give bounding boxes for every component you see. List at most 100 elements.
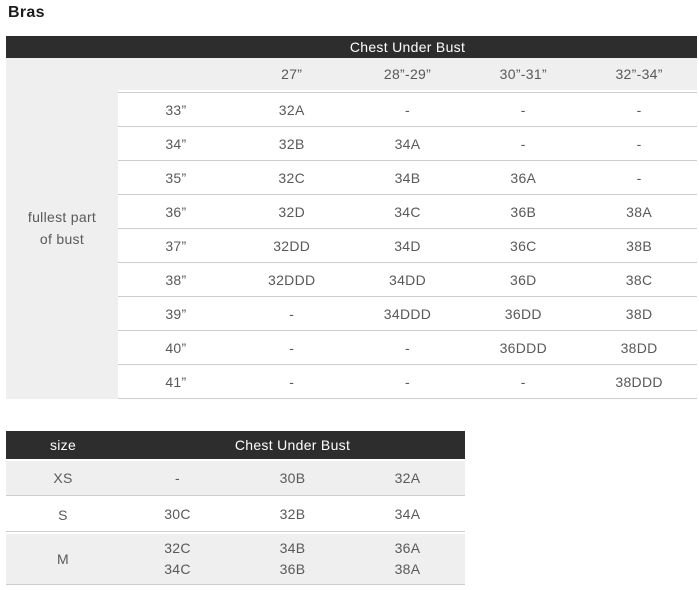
letter-size-table: size Chest Under Bust XS - 30B 32A S 30C… bbox=[6, 431, 465, 585]
column-header: 32”-34” bbox=[615, 66, 663, 82]
size-header-label: size bbox=[49, 437, 77, 453]
size-cell: 34A bbox=[394, 135, 421, 152]
size-cell: 36A bbox=[510, 169, 537, 186]
size-value: 36B bbox=[279, 561, 306, 577]
size-value: 30B bbox=[279, 469, 306, 486]
size-value: 34A bbox=[394, 506, 421, 522]
column-header: 30”-31” bbox=[499, 66, 547, 82]
size-value: 36A bbox=[394, 540, 421, 556]
table2-header-bar: size Chest Under Bust bbox=[6, 431, 465, 459]
size-cell: 32DDD bbox=[267, 271, 316, 288]
bust-measurement-cell: 38” bbox=[165, 271, 187, 288]
size-cell: 32D bbox=[278, 203, 305, 220]
table1-header-bar: Chest Under Bust bbox=[6, 36, 697, 58]
size-cell: 34D bbox=[394, 237, 421, 254]
size-cell: 34A bbox=[350, 498, 465, 531]
size-cell: 32A bbox=[278, 101, 305, 118]
size-cell: 36DD bbox=[504, 305, 542, 322]
table-row: 36” 32D 34C 36B 38A bbox=[118, 195, 697, 229]
size-cell: 34DDD bbox=[383, 305, 432, 322]
size-value: 34C bbox=[164, 561, 191, 577]
column-header: 28”-29” bbox=[383, 66, 432, 82]
side-panel-fullest-part-of-bust: fullest part of bust bbox=[6, 58, 118, 399]
size-cell: - bbox=[120, 461, 235, 495]
size-cell: - bbox=[520, 135, 526, 152]
table-row: 37” 32DD 34D 36C 38B bbox=[118, 229, 697, 263]
column-header-row: 27” 28”-29” 30”-31” 32”-34” bbox=[118, 58, 697, 90]
table-row: 41” - - - 38DDD bbox=[118, 365, 697, 399]
size-cell: 38A bbox=[626, 203, 652, 220]
size-cell: - bbox=[636, 101, 642, 118]
size-cell: - bbox=[636, 169, 642, 186]
size-value: 32C bbox=[164, 540, 191, 556]
table-row: M 32C 34C 34B 36B 36A 38A bbox=[6, 534, 465, 585]
size-label-cell: XS bbox=[53, 470, 73, 486]
page-title: Bras bbox=[8, 4, 45, 21]
size-cell: 36C bbox=[509, 237, 537, 254]
table1-grid: 27” 28”-29” 30”-31” 32”-34” 33” 32A - - … bbox=[118, 58, 697, 399]
table-row: S 30C 32B 34A bbox=[6, 498, 465, 532]
size-cell: 32DD bbox=[273, 237, 311, 254]
size-cell: - bbox=[289, 373, 295, 390]
side-label-line1: fullest part bbox=[27, 208, 97, 225]
size-cell: 36DDD bbox=[499, 339, 547, 356]
bust-measurement-cell: 41” bbox=[165, 373, 187, 390]
size-cell: 34B 36B bbox=[235, 534, 350, 584]
size-value: 30C bbox=[164, 506, 191, 522]
size-cell: 34C bbox=[394, 203, 421, 220]
size-value: 32A bbox=[394, 469, 421, 486]
size-label-cell: M bbox=[57, 551, 69, 567]
side-label-line2: of bust bbox=[39, 230, 85, 247]
size-cell: - bbox=[289, 339, 295, 356]
size-cell: 34B bbox=[394, 169, 421, 186]
table-row: XS - 30B 32A bbox=[6, 461, 465, 496]
table1-header-label: Chest Under Bust bbox=[349, 39, 466, 55]
bust-measurement-cell: 34” bbox=[165, 135, 187, 152]
size-cell: 38C bbox=[625, 271, 653, 288]
table-row: 39” - 34DDD 36DD 38D bbox=[118, 297, 697, 331]
size-cell: 34DD bbox=[388, 271, 426, 288]
column-header: 27” bbox=[281, 66, 303, 82]
size-cell: - bbox=[636, 135, 642, 152]
size-cell: 32B bbox=[235, 498, 350, 531]
size-cell: - bbox=[520, 101, 526, 118]
size-cell: 32A bbox=[350, 461, 465, 495]
size-cell: 38B bbox=[626, 237, 652, 254]
size-cell: 36B bbox=[510, 203, 537, 220]
bra-fit-table: Chest Under Bust fullest part of bust 27… bbox=[6, 36, 697, 399]
size-cell: 38DD bbox=[620, 339, 658, 356]
bust-measurement-cell: 36” bbox=[165, 203, 187, 220]
table-row: 34” 32B 34A - - bbox=[118, 127, 697, 161]
table1-rows: 33” 32A - - - 34” 32B 34A - - 35” 32C 34… bbox=[118, 92, 697, 399]
size-cell: 38DDD bbox=[615, 373, 663, 390]
size-cell: 32B bbox=[278, 135, 305, 152]
size-value: 34B bbox=[279, 540, 306, 556]
size-value: 32B bbox=[279, 506, 306, 522]
size-cell: 36A 38A bbox=[350, 534, 465, 584]
size-cell: - bbox=[405, 373, 410, 390]
size-value: - bbox=[175, 469, 180, 486]
size-cell: 38D bbox=[625, 305, 653, 322]
size-cell: - bbox=[405, 101, 410, 118]
bust-measurement-cell: 33” bbox=[165, 101, 187, 118]
bust-measurement-cell: 39” bbox=[165, 305, 187, 322]
size-cell: - bbox=[289, 305, 295, 322]
size-cell: 30B bbox=[235, 461, 350, 495]
size-cell: 36D bbox=[509, 271, 537, 288]
size-cell: - bbox=[520, 373, 526, 390]
table1-body: fullest part of bust 27” 28”-29” 30”-31”… bbox=[6, 58, 697, 399]
table-row: 38” 32DDD 34DD 36D 38C bbox=[118, 263, 697, 297]
bust-measurement-cell: 40” bbox=[165, 339, 187, 356]
bust-measurement-cell: 37” bbox=[165, 237, 187, 254]
table-row: 33” 32A - - - bbox=[118, 93, 697, 127]
size-cell: 30C bbox=[120, 498, 235, 531]
size-cell: 32C 34C bbox=[120, 534, 235, 584]
size-value: 38A bbox=[394, 561, 421, 577]
empty-header-cell bbox=[118, 58, 234, 90]
table2-header-label: Chest Under Bust bbox=[234, 437, 351, 453]
table-row: 40” - - 36DDD 38DD bbox=[118, 331, 697, 365]
size-cell: - bbox=[405, 339, 410, 356]
bust-measurement-cell: 35” bbox=[165, 169, 187, 186]
size-label-cell: S bbox=[58, 506, 68, 523]
size-cell: 32C bbox=[278, 169, 305, 186]
